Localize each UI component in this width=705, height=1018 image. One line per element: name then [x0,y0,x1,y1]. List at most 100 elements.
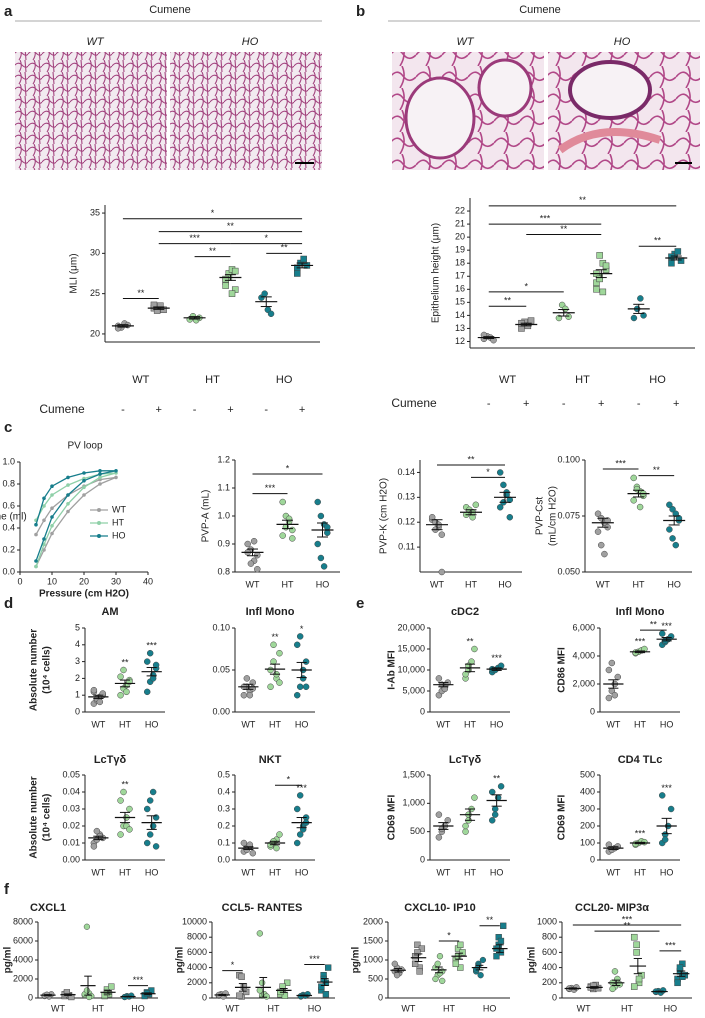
data-point [608,659,616,667]
significance-label: ** [467,454,475,464]
data-point [302,658,310,665]
y-axis-label: MLI (μm) [69,253,80,293]
y-tick-label: 0.2 [217,820,230,830]
y-tick-label: 0.05 [62,769,80,779]
data-point [439,977,446,985]
series-line [35,476,117,567]
significance-label: ** [281,243,289,253]
y-tick-label: 300 [580,803,595,813]
data-point [630,474,637,482]
data-point [435,834,443,841]
data-point [128,992,135,999]
significance-label: ** [271,632,279,642]
x-tick-label: HT [269,867,281,877]
data-point [479,956,487,964]
x-tick-label: HO [131,1003,145,1013]
data-point [267,310,275,318]
data-point [438,531,446,538]
data-point [289,535,296,542]
x-tick-label: 30 [111,576,121,586]
data-point [126,805,133,813]
chart-title: LcTγδ [449,754,482,766]
data-point [34,564,38,569]
data-point [668,259,675,267]
data-point [42,537,46,541]
chart-title: CCL5- RANTES [222,902,303,914]
genotype-label: HO [242,36,259,48]
significance-label: ** [623,920,631,930]
x-tick-label: HT [621,1003,633,1013]
data-point [143,839,151,847]
data-point [50,524,54,528]
x-tick-label: HO [649,374,666,386]
panel-letter: d [4,595,13,612]
legend-label: WT [112,504,126,514]
y-tick-label: 0 [552,992,557,1002]
data-point [152,843,160,850]
data-point [66,502,70,506]
data-point [635,975,643,983]
data-point [491,811,499,818]
significance-label: ** [653,465,661,475]
data-point [527,317,535,324]
legend-label: HO [112,530,126,540]
data-point [149,822,157,830]
data-point [273,844,280,852]
y-tick-label: 0.00 [212,706,230,716]
chart-title: LcTγδ [94,754,127,766]
data-point [672,541,680,549]
data-point [82,471,86,475]
airway [404,76,476,160]
data-point [611,691,619,699]
y-tick-label: 0.075 [557,510,580,520]
significance-label: * [524,281,528,291]
x-tick-label: 20 [79,576,89,586]
data-point [50,515,54,519]
treatment-sign: + [227,404,233,416]
data-point [320,563,328,570]
data-point [42,518,46,523]
significance-label: ** [137,288,145,298]
x-tick-label: HT [282,579,294,589]
y-tick-label: 4 [75,639,80,649]
data-point [296,831,304,838]
significance-label: *** [189,233,200,243]
data-point [117,797,124,804]
y-tick-label: 1,000 [402,798,425,808]
y-tick-label: 2,000 [572,678,595,688]
data-point [636,503,644,511]
data-point [263,993,270,1000]
data-point [276,649,283,657]
y-tick-label: 200 [580,820,595,830]
treatment-sign: - [562,398,566,410]
treatment-sign: + [598,398,604,410]
treatment-sign: - [487,398,491,410]
treatment-sign: - [637,398,641,410]
significance-label: * [264,233,268,243]
data-point [462,828,469,835]
treatment-sign: - [264,404,268,416]
data-point [605,694,613,702]
y-axis-label: pg/ml [3,946,14,973]
x-tick-label: WT [241,867,255,877]
data-point [267,666,274,674]
data-point [496,469,504,476]
data-point [66,493,70,497]
data-point [472,501,480,509]
y-axis-label: (10⁴ cells) [42,794,53,842]
y-tick-label: 800 [542,932,557,942]
treatment-sign: - [121,404,125,416]
significance-label: *** [635,829,646,839]
x-tick-label: HO [145,719,159,729]
data-point [123,688,130,696]
vessel [557,128,662,154]
significance-label: * [211,208,215,218]
data-point [66,483,70,487]
significance-label: *** [146,641,157,651]
y-tick-label: 1.1 [217,482,230,492]
data-point [302,683,310,691]
histology-image [15,52,167,170]
y-tick-label: 100 [580,837,595,847]
data-point [279,983,286,990]
chart-title: CD4 TLc [618,754,663,766]
